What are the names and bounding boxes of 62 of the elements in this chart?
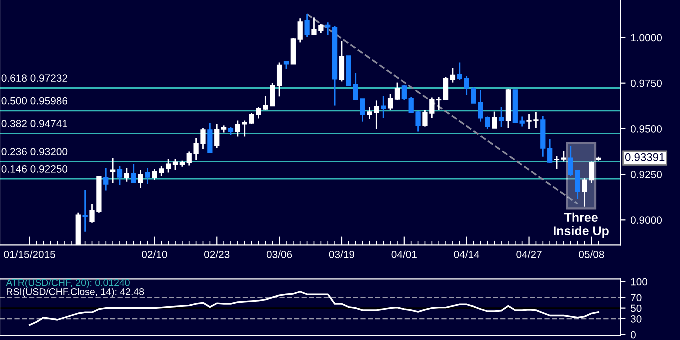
candlestick (235, 120, 240, 138)
y-tick-label: 0.9250 (630, 171, 662, 178)
candlestick (104, 168, 109, 192)
y-tick-label: 70 (631, 294, 642, 302)
candlestick (138, 169, 144, 190)
candlestick (457, 62, 462, 81)
candlestick (124, 168, 130, 183)
candlestick (520, 116, 525, 128)
x-tick-label: 04/14 (454, 250, 480, 258)
x-tick-label: 04/01 (392, 250, 417, 258)
x-tick-label: 02/10 (142, 250, 168, 258)
candlestick (326, 22, 331, 36)
candlestick (394, 82, 400, 101)
text: 0.93391 (625, 153, 665, 162)
y-tick-label: 50 (630, 304, 642, 312)
candlestick (339, 40, 345, 82)
y-tick-label: 0.9500 (630, 125, 662, 133)
candlestick (208, 122, 213, 154)
candlestick (436, 96, 442, 111)
y-tick-label: 0.9750 (630, 80, 662, 88)
ref-line-label: 0.500 0.95986 (2, 97, 68, 105)
candlestick (561, 150, 567, 162)
candlestick (117, 165, 123, 186)
candlestick (402, 84, 407, 101)
ref-line-label: 0.236 0.93200 (2, 148, 68, 156)
candlestick (298, 18, 303, 44)
candlestick (450, 68, 456, 84)
candlestick (388, 94, 394, 111)
ref-line-label: 0.382 0.94741 (2, 120, 68, 128)
candlestick (575, 170, 580, 200)
candlestick (548, 138, 553, 164)
annotation: RSI(USD/CHF.Close, 14): 42.48 (7, 288, 144, 298)
x-tick-label: 05/08 (579, 250, 604, 258)
candlestick (172, 158, 178, 171)
annotation: Three Inside Up (554, 212, 609, 238)
y-tick-label: 1.0000 (631, 34, 662, 42)
x-tick-label: 01/15/2015 (4, 250, 56, 258)
candlestick (82, 189, 88, 233)
candlestick (276, 62, 282, 98)
candlestick (498, 106, 504, 128)
ref-line-label: 0.618 0.97232 (2, 74, 68, 82)
y-tick-label: 30 (630, 315, 642, 323)
y-tick-label: 100 (631, 278, 648, 286)
candlestick (492, 111, 498, 130)
y-tick-label: 0.9000 (630, 216, 662, 224)
x-tick-label: 03/19 (329, 250, 355, 258)
candlestick (304, 14, 310, 38)
y-tick-label: 0 (630, 331, 636, 339)
candlestick (270, 82, 276, 107)
candlestick (145, 168, 150, 185)
x-tick-label: 04/27 (516, 250, 542, 258)
x-tick-label: 02/23 (204, 250, 230, 258)
candlestick (568, 145, 574, 177)
ref-line-label: 0.146 0.92250 (2, 166, 68, 173)
candlestick (214, 123, 220, 150)
candlestick (443, 76, 449, 101)
candlestick (554, 155, 560, 170)
candlestick (131, 163, 136, 184)
annotation: ATR(USD/CHF, 20): 0.01240 (6, 279, 130, 288)
x-tick-label: 03/06 (266, 250, 292, 258)
candlestick (381, 95, 386, 120)
candlestick (166, 158, 172, 174)
